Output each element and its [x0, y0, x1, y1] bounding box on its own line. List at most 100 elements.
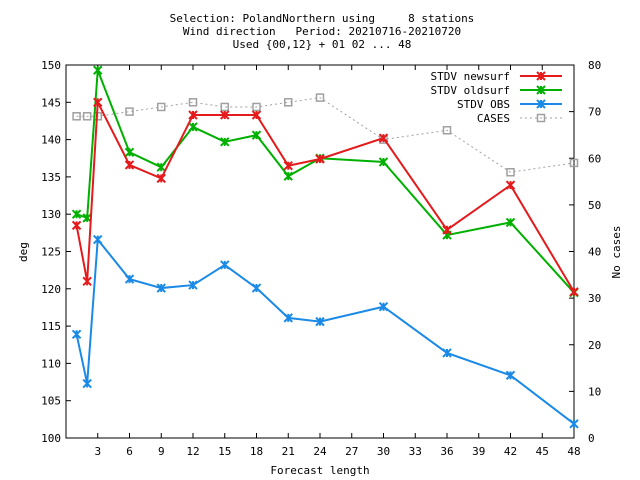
x-tick-label: 18 [250, 445, 263, 458]
data-point-stdv-newsurf [124, 160, 135, 170]
data-point-stdv-newsurf [315, 154, 325, 164]
x-tick-label: 30 [377, 445, 390, 458]
y-tick-label: 115 [41, 320, 61, 333]
y2-tick-label: 50 [588, 199, 601, 212]
data-point-stdv-oldsurf [505, 217, 516, 228]
x-tick-label: 45 [536, 445, 549, 458]
x-tick-label: 6 [126, 445, 133, 458]
data-point-stdv-obs [283, 313, 293, 323]
data-point-stdv-obs [93, 234, 103, 245]
y-tick-label: 100 [41, 432, 61, 445]
x-tick-label: 24 [313, 445, 327, 458]
y2-tick-label: 10 [588, 385, 601, 398]
series-stdv-newsurf [71, 97, 579, 297]
data-point-stdv-obs [315, 316, 325, 327]
data-point-stdv-oldsurf [156, 162, 166, 172]
series-line-stdv-obs [75, 236, 575, 425]
data-point-cases [569, 158, 579, 168]
data-point-stdv-obs [220, 260, 230, 270]
data-point-stdv-obs [124, 274, 135, 284]
data-point-cases [315, 93, 325, 102]
data-point-cases [125, 107, 134, 116]
data-point-stdv-newsurf [569, 287, 579, 297]
y-tick-label: 150 [41, 59, 61, 72]
y2-tick-label: 30 [588, 292, 601, 305]
legend-marker-cases [536, 113, 546, 123]
y-tick-label: 120 [41, 283, 61, 296]
y-tick-label: 110 [41, 357, 61, 370]
x-tick-label: 12 [186, 445, 199, 458]
legend-label-stdv-newsurf: STDV newsurf [431, 70, 510, 83]
y-tick-label: 140 [41, 134, 61, 147]
y2-tick-label: 20 [588, 339, 601, 352]
data-point-cases [252, 102, 261, 112]
y-tick-label: 105 [41, 395, 61, 408]
y-tick-label: 145 [41, 96, 61, 109]
x-axis-label: Forecast length [270, 464, 369, 477]
data-point-stdv-obs [71, 329, 82, 340]
y2-tick-label: 40 [588, 246, 601, 259]
legend-label-cases: CASES [477, 112, 510, 125]
data-point-stdv-oldsurf [93, 65, 103, 75]
x-tick-label: 3 [94, 445, 101, 458]
legend-marker-stdv-obs [536, 99, 546, 109]
data-point-stdv-oldsurf [378, 157, 389, 167]
y-axis-label: deg [17, 242, 30, 262]
series-cases [72, 93, 579, 177]
data-point-cases [188, 98, 198, 107]
legend-marker-stdv-newsurf [536, 71, 546, 81]
data-point-stdv-oldsurf [283, 171, 293, 181]
series-stdv-obs [71, 234, 579, 429]
y2-tick-label: 70 [588, 106, 601, 119]
series-line-stdv-newsurf [75, 98, 575, 293]
x-tick-label: 27 [345, 445, 358, 458]
data-point-stdv-newsurf [442, 225, 452, 235]
x-tick-label: 33 [409, 445, 422, 458]
legend-marker-stdv-oldsurf [536, 85, 546, 95]
data-point-stdv-oldsurf [124, 147, 135, 157]
data-point-stdv-oldsurf [251, 130, 262, 140]
x-tick-label: 36 [440, 445, 453, 458]
data-point-stdv-oldsurf [188, 122, 198, 132]
data-point-stdv-obs [505, 370, 516, 381]
data-point-stdv-newsurf [283, 161, 293, 171]
data-point-cases [220, 102, 229, 112]
data-point-cases [157, 102, 166, 112]
data-point-stdv-newsurf [156, 173, 166, 184]
y-tick-label: 125 [41, 246, 61, 259]
x-tick-label: 48 [567, 445, 580, 458]
chart-title-line-2: Wind direction Period: 20210716-20210720 [183, 25, 461, 38]
data-point-stdv-newsurf [82, 276, 92, 287]
x-tick-label: 21 [282, 445, 295, 458]
y2-axis-label: No cases [610, 226, 623, 279]
data-point-stdv-newsurf [251, 110, 262, 120]
series-line-stdv-oldsurf [76, 69, 575, 294]
legend-label-stdv-oldsurf: STDV oldsurf [431, 84, 510, 97]
data-point-cases [82, 112, 92, 121]
data-point-stdv-obs [251, 283, 262, 293]
data-point-stdv-newsurf [93, 97, 103, 108]
axes-layer: 3 6 9 12 15 18 21 24 27 30 33 36 39 42 45 4810010511011… [41, 59, 601, 458]
y2-tick-label: 60 [588, 152, 601, 165]
data-point-stdv-obs [156, 283, 166, 293]
data-point-stdv-newsurf [220, 110, 230, 120]
x-tick-label: 39 [472, 445, 485, 458]
y2-tick-label: 80 [588, 59, 601, 72]
data-point-stdv-oldsurf [71, 209, 82, 219]
data-point-stdv-obs [188, 280, 198, 290]
y2-tick-label: 0 [588, 432, 595, 445]
data-point-stdv-newsurf [378, 133, 389, 143]
chart-title-line-1: Selection: PolandNorthern using 8 statio… [170, 12, 475, 25]
data-point-stdv-newsurf [505, 180, 516, 190]
x-tick-label: 9 [158, 445, 165, 458]
x-tick-label: 42 [504, 445, 517, 458]
data-point-stdv-obs [569, 419, 579, 429]
data-point-stdv-obs [442, 348, 452, 358]
data-point-cases [284, 98, 293, 107]
y-tick-label: 130 [41, 208, 61, 221]
y-tick-label: 135 [41, 171, 61, 184]
data-point-stdv-obs [378, 301, 389, 312]
data-point-cases [506, 167, 515, 177]
